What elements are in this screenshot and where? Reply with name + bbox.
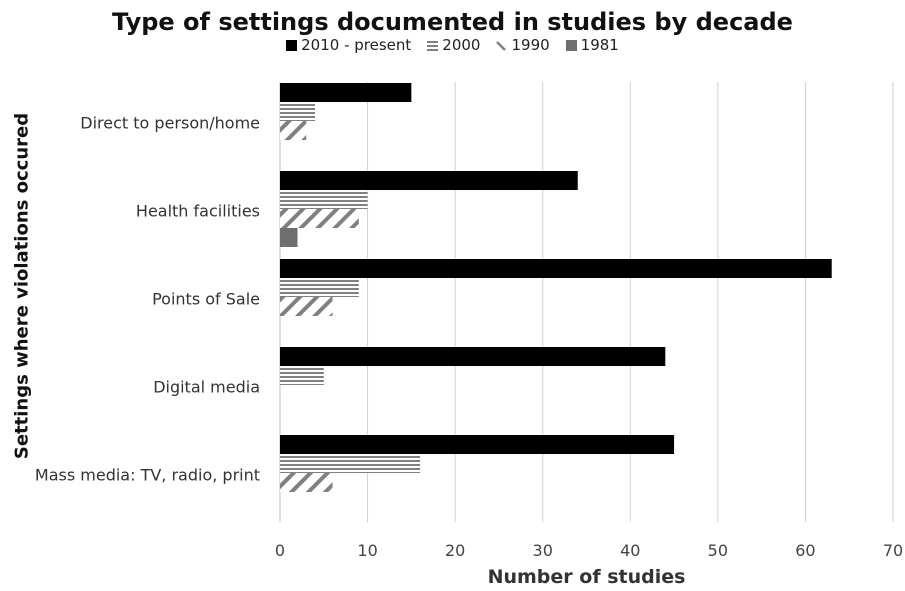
x-tick-label: 0 <box>275 541 285 560</box>
bar-1990-1 <box>280 209 359 228</box>
bar-2010-present-2 <box>280 259 832 278</box>
bar-2000-1 <box>280 190 368 209</box>
x-tick-label: 60 <box>795 541 815 560</box>
legend-item-1990: 1990 <box>496 36 550 54</box>
x-tick-label: 10 <box>357 541 377 560</box>
legend-swatch-1981 <box>565 39 577 51</box>
bar-2000-4 <box>280 454 421 473</box>
x-tick-label: 70 <box>883 541 903 560</box>
category-label: Points of Sale <box>152 290 260 309</box>
category-label: Digital media <box>153 378 260 397</box>
legend-label-2010-present: 2010 - present <box>301 36 412 54</box>
legend-swatch-1990 <box>496 40 507 51</box>
bar-2010-present-1 <box>280 171 578 190</box>
bar-1990-4 <box>280 473 333 492</box>
x-axis-title: Number of studies <box>487 566 686 588</box>
chart-title: Type of settings documented in studies b… <box>112 8 793 36</box>
bar-2010-present-0 <box>280 83 412 102</box>
bar-1981-1 <box>280 228 298 247</box>
legend-label-1990: 1990 <box>511 36 550 54</box>
bar-1990-0 <box>280 121 307 140</box>
legend-item-2010-present: 2010 - present <box>286 36 411 54</box>
bar-2010-present-4 <box>280 435 675 454</box>
legend-swatch-2010-present <box>286 39 298 51</box>
legend-label-1981: 1981 <box>580 36 619 54</box>
bar-2000-2 <box>280 278 359 297</box>
category-label: Direct to person/home <box>80 114 260 133</box>
x-tick-label: 20 <box>445 541 465 560</box>
legend-item-1981: 1981 <box>565 36 619 54</box>
category-label: Health facilities <box>136 202 260 221</box>
bar-1990-2 <box>280 297 333 316</box>
category-label: Mass media: TV, radio, print <box>35 466 260 485</box>
legend-swatch-2000 <box>427 40 439 51</box>
x-tick-label: 30 <box>533 541 553 560</box>
legend: 2010 - present 2000 1990 1981 <box>0 36 905 54</box>
legend-item-2000: 2000 <box>427 36 480 54</box>
bar-2000-0 <box>280 102 316 121</box>
legend-label-2000: 2000 <box>442 36 481 54</box>
x-tick-label: 50 <box>708 541 728 560</box>
bar-2010-present-3 <box>280 347 666 366</box>
bar-2000-3 <box>280 366 324 385</box>
x-tick-label: 40 <box>620 541 640 560</box>
